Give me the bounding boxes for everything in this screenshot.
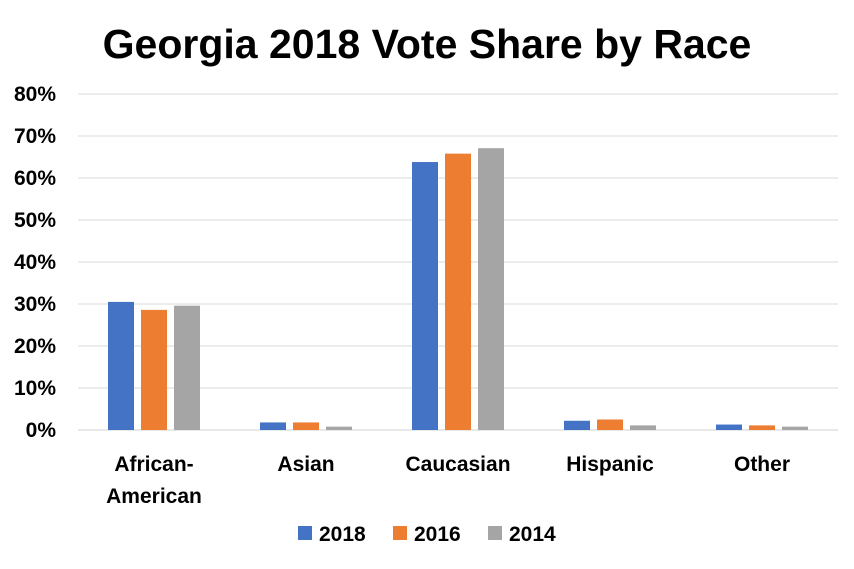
x-tick-label: African- (114, 453, 193, 476)
legend: 2018 2016 2014 (298, 523, 556, 546)
bar-2018-hispanic (564, 420, 590, 430)
x-tick-label: Asian (277, 453, 334, 476)
x-tick-label: American (106, 485, 202, 508)
bar-2016-hispanic (597, 419, 623, 430)
legend-label-2018: 2018 (319, 523, 366, 546)
bars (108, 148, 808, 431)
bar-2016-asian (293, 422, 319, 430)
chart-title: Georgia 2018 Vote Share by Race (103, 21, 752, 67)
bar-2018-caucasian (412, 162, 438, 431)
y-tick-label: 70% (14, 125, 56, 148)
bar-2014-other (782, 426, 808, 430)
x-tick-label: Other (734, 453, 790, 476)
legend-swatch-2014 (488, 526, 502, 540)
y-tick-label: 10% (14, 377, 56, 400)
y-tick-label: 60% (14, 167, 56, 190)
bar-2016-african-american (141, 309, 167, 430)
y-axis: 0% 10% 20% 30% 40% 50% 60% 70% 80% (14, 83, 56, 442)
bar-2016-caucasian (445, 153, 471, 430)
bar-2018-asian (260, 422, 286, 430)
legend-label-2014: 2014 (509, 523, 556, 546)
y-tick-label: 50% (14, 209, 56, 232)
legend-swatch-2016 (393, 526, 407, 540)
y-tick-label: 40% (14, 251, 56, 274)
y-tick-label: 20% (14, 335, 56, 358)
x-axis: African- American Asian Caucasian Hispanic Ot… (106, 453, 790, 508)
bar-2014-caucasian (478, 148, 504, 430)
legend-label-2016: 2016 (414, 523, 461, 546)
bar-2018-african-american (108, 301, 134, 430)
y-tick-label: 30% (14, 293, 56, 316)
x-tick-label: Hispanic (566, 453, 654, 476)
bar-2016-other (749, 425, 775, 430)
bar-2018-other (716, 424, 742, 430)
legend-swatch-2018 (298, 526, 312, 540)
bar-2014-hispanic (630, 425, 656, 430)
bar-2014-asian (326, 426, 352, 430)
y-tick-label: 80% (14, 83, 56, 106)
y-tick-label: 0% (26, 419, 57, 442)
bar-2014-african-american (174, 305, 200, 430)
x-tick-label: Caucasian (405, 453, 510, 476)
